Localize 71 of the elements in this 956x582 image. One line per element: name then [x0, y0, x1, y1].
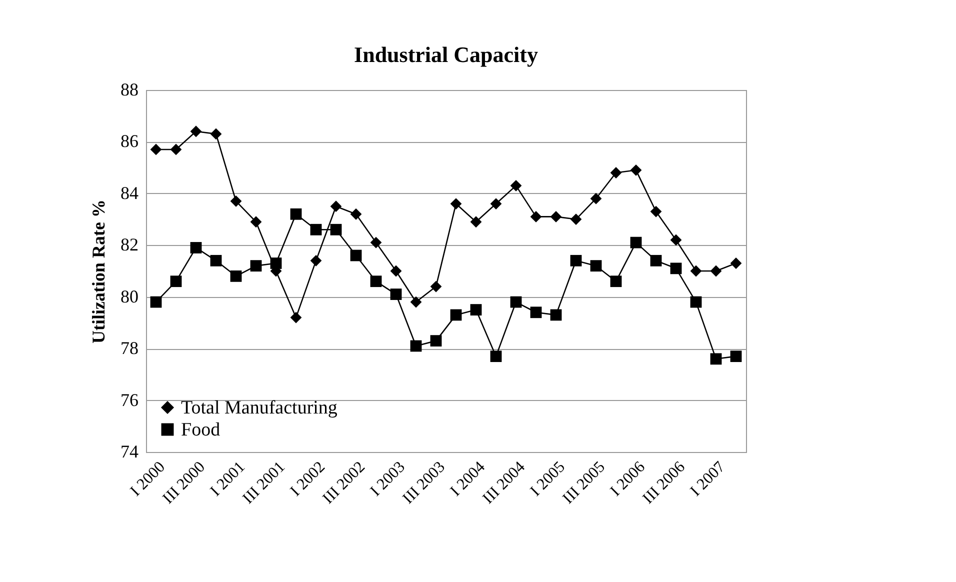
point — [710, 265, 722, 277]
point — [550, 309, 562, 321]
point — [430, 335, 442, 347]
point — [290, 312, 302, 324]
point — [230, 195, 242, 207]
point — [210, 254, 222, 266]
point — [370, 276, 382, 288]
point — [570, 254, 582, 266]
point — [310, 254, 322, 266]
y-tick-label: 88 — [120, 80, 138, 100]
point — [530, 211, 542, 222]
point — [470, 216, 482, 228]
point — [590, 192, 602, 204]
point — [730, 258, 742, 269]
y-tick-label: 82 — [120, 234, 138, 255]
point — [350, 208, 362, 220]
point — [150, 296, 162, 308]
point — [330, 200, 342, 212]
point — [570, 214, 582, 225]
point — [190, 242, 202, 254]
y-tick-label: 76 — [120, 390, 138, 410]
point — [690, 296, 702, 308]
point — [610, 167, 622, 178]
point — [670, 262, 682, 274]
point — [510, 296, 522, 308]
point — [250, 260, 262, 272]
y-tick-label: 78 — [120, 338, 138, 358]
point — [150, 144, 162, 156]
point — [210, 128, 222, 140]
point — [630, 236, 642, 248]
point — [230, 270, 242, 282]
chart-title: Industrial Capacity — [354, 42, 538, 67]
point — [370, 236, 382, 248]
point — [450, 198, 462, 210]
point — [250, 216, 262, 228]
point — [410, 296, 422, 308]
point — [390, 265, 402, 277]
point — [290, 208, 302, 220]
point — [450, 309, 462, 321]
point — [710, 353, 722, 365]
point — [630, 164, 642, 176]
point — [490, 198, 502, 210]
y-tick-label: 86 — [120, 131, 138, 152]
point — [730, 350, 742, 362]
point — [650, 254, 662, 266]
point — [470, 304, 482, 316]
point — [390, 288, 402, 300]
y-tick-label: 80 — [120, 286, 138, 306]
point — [690, 265, 702, 277]
y-tick-label: 84 — [120, 182, 138, 203]
point — [310, 224, 322, 236]
legend-label: Total Manufacturing — [181, 398, 338, 418]
point — [330, 224, 342, 236]
point — [190, 126, 202, 138]
point — [650, 206, 662, 218]
point — [350, 250, 362, 262]
point — [430, 280, 442, 292]
point — [270, 258, 282, 269]
point — [610, 276, 622, 288]
point — [410, 340, 422, 352]
point — [550, 211, 562, 222]
point — [590, 260, 602, 272]
point — [510, 180, 522, 192]
y-tick-label: 74 — [120, 442, 138, 462]
point — [670, 234, 682, 246]
point — [170, 276, 182, 288]
y-axis-title: Utilization Rate % — [88, 200, 108, 344]
legend-label: Food — [181, 420, 221, 440]
point — [170, 144, 182, 156]
point — [490, 350, 502, 362]
point — [530, 306, 542, 318]
